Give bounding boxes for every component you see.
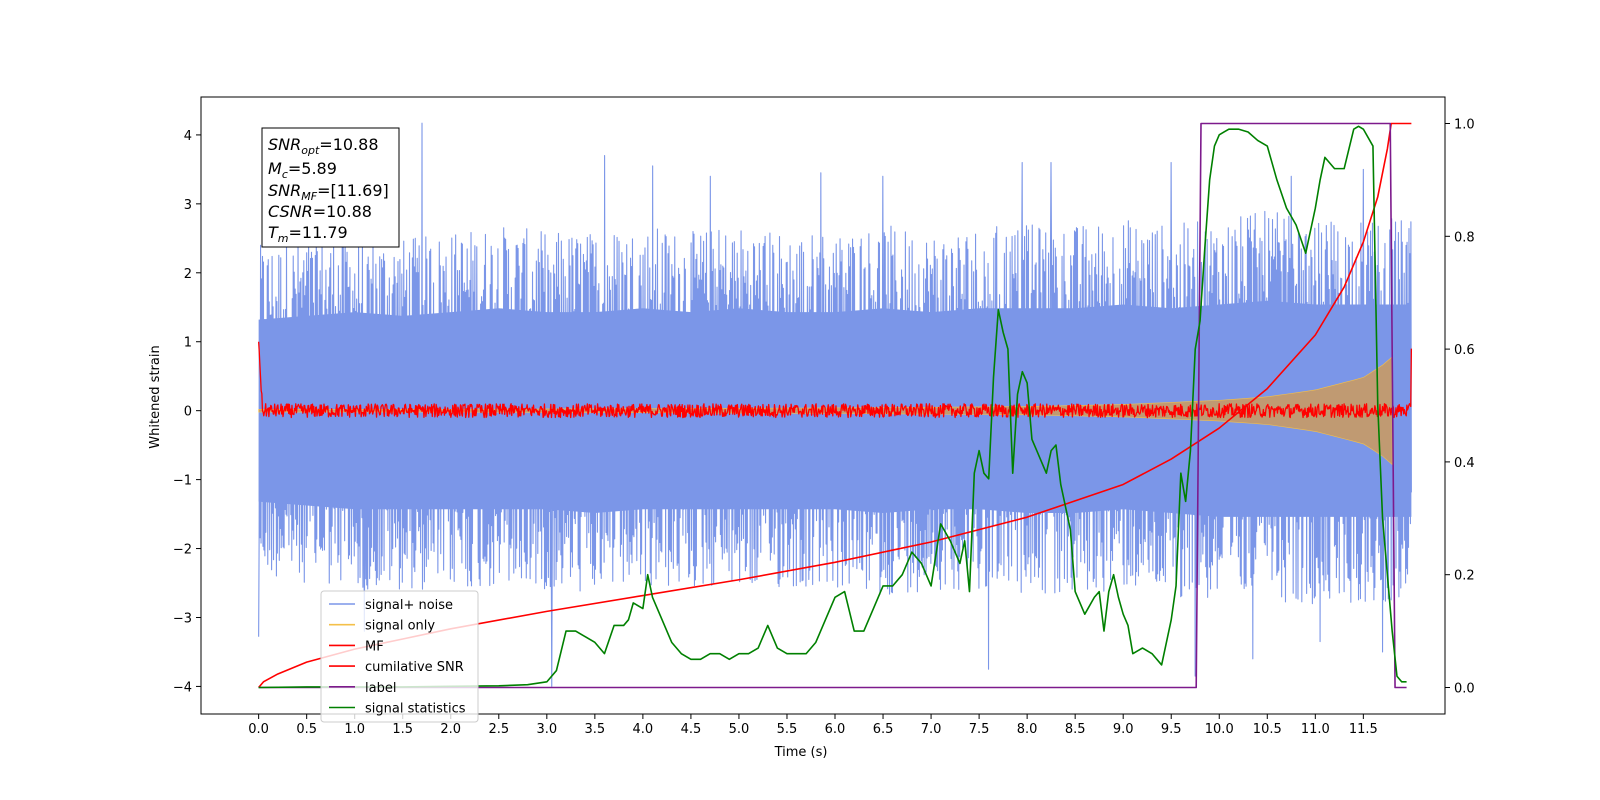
x-tick-label: 6.5: [873, 722, 894, 737]
y-tick-label: −3: [173, 611, 192, 626]
x-tick-label: 5.5: [777, 722, 798, 737]
y2-tick-label: 0.8: [1454, 230, 1475, 245]
legend-label: label: [365, 681, 396, 696]
y-axis-label: Whitened strain: [148, 345, 163, 448]
series-mf: [257, 341, 1413, 419]
axes-border: [200, 96, 1446, 715]
legend-label: signal statistics: [365, 702, 466, 717]
info-box-frame: [261, 127, 400, 248]
info-tm: Tm=11.79: [268, 223, 348, 245]
legend-items: signal+ noise signal only MF cumilative SNR…: [329, 598, 466, 717]
x-tick-label: 8.0: [1017, 722, 1038, 737]
x-tick-label: 2.5: [488, 722, 509, 737]
x-tick-label: 4.5: [681, 722, 702, 737]
x-tick-label: 3.5: [585, 722, 606, 737]
x-tick-label: 0.5: [296, 722, 317, 737]
info-snr-mf: SNRMF=[11.69]: [268, 181, 389, 203]
x-tick-label: 7.5: [969, 722, 990, 737]
y-tick-label: 1: [184, 336, 192, 351]
x-tick-label: 11.5: [1349, 722, 1378, 737]
y-tick-label: 0: [184, 405, 192, 420]
legend-frame: [320, 590, 479, 723]
legend-label: signal only: [365, 619, 435, 634]
y-tick-label: 2: [184, 267, 192, 282]
y-tick-label: −1: [173, 474, 192, 489]
axes-frame: [200, 96, 1446, 715]
info-csnr: CSNR=10.88: [268, 202, 372, 221]
ticks: 0.0 0.5 1.0 1.5 2.0 2.5 3.0 3.5 4.0 4.5 5.0 5.5 6.0 6…: [173, 118, 1475, 737]
x-tick-label: 11.0: [1301, 722, 1330, 737]
x-tick-label: 8.5: [1065, 722, 1086, 737]
y-tick-label: 3: [184, 198, 192, 213]
x-tick-label: 4.0: [633, 722, 654, 737]
y2-tick-label: 0.2: [1454, 569, 1475, 584]
info-box: SNRopt=10.88 Mc=5.89 SNRMF=[11.69] CSNR=…: [261, 127, 400, 248]
x-tick-label: 6.0: [825, 722, 846, 737]
y2-tick-label: 0.0: [1454, 681, 1475, 696]
x-tick-label: 10.0: [1205, 722, 1234, 737]
series-label: [258, 122, 1407, 689]
x-tick-label: 1.5: [392, 722, 413, 737]
y-tick-label: 4: [184, 129, 192, 144]
legend-label: cumilative SNR: [365, 660, 464, 675]
x-tick-label: 2.0: [440, 722, 461, 737]
x-axis-label: Time (s): [774, 745, 828, 760]
x-tick-label: 10.5: [1253, 722, 1282, 737]
x-tick-label: 5.0: [729, 722, 750, 737]
y2-tick-label: 0.4: [1454, 456, 1475, 471]
y2-tick-label: 1.0: [1454, 118, 1475, 133]
legend-label: MF: [365, 639, 384, 654]
y-tick-label: −4: [173, 680, 192, 695]
x-tick-label: 0.0: [248, 722, 269, 737]
y2-tick-label: 0.6: [1454, 343, 1475, 358]
x-tick-label: 9.0: [1113, 722, 1134, 737]
info-mc: Mc=5.89: [268, 159, 337, 181]
legend-label: signal+ noise: [365, 598, 453, 613]
x-tick-label: 9.5: [1161, 722, 1182, 737]
x-tick-label: 3.0: [536, 722, 557, 737]
series-signal-statistics: [258, 125, 1407, 689]
info-snr-opt: SNRopt=10.88: [268, 135, 379, 157]
y-tick-label: −2: [173, 543, 192, 558]
legend: signal+ noise signal only MF cumilative SNR…: [320, 590, 479, 723]
x-tick-label: 1.0: [344, 722, 365, 737]
x-tick-label: 7.0: [921, 722, 942, 737]
